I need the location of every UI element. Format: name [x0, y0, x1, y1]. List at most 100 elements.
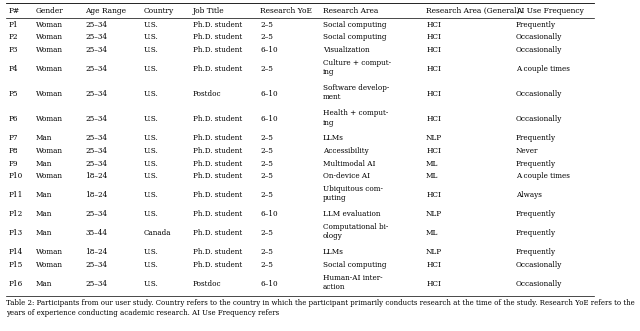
Text: Research YoE: Research YoE [260, 7, 312, 15]
Text: P5: P5 [9, 90, 19, 98]
Text: A couple times: A couple times [516, 172, 570, 180]
Text: 25–34: 25–34 [85, 46, 107, 54]
Text: LLMs: LLMs [323, 248, 344, 256]
Text: Social computing: Social computing [323, 33, 387, 41]
Text: 6–10: 6–10 [260, 279, 278, 288]
Text: Ph.D. student: Ph.D. student [193, 191, 242, 199]
Text: 35–44: 35–44 [85, 229, 107, 237]
Text: P4: P4 [9, 65, 19, 73]
Text: Woman: Woman [36, 90, 63, 98]
Text: U.S.: U.S. [143, 90, 158, 98]
Text: Computational bi-
ology: Computational bi- ology [323, 223, 388, 240]
Text: Ph.D. student: Ph.D. student [193, 172, 242, 180]
Text: 18–24: 18–24 [85, 248, 108, 256]
Text: HCI: HCI [426, 33, 441, 41]
Text: LLM evaluation: LLM evaluation [323, 210, 380, 218]
Text: 6–10: 6–10 [260, 46, 278, 54]
Text: NLP: NLP [426, 248, 442, 256]
Text: Frequently: Frequently [516, 229, 556, 237]
Text: P8: P8 [9, 147, 19, 155]
Text: Postdoc: Postdoc [193, 279, 221, 288]
Text: P13: P13 [9, 229, 23, 237]
Text: 2–5: 2–5 [260, 65, 273, 73]
Text: Occasionally: Occasionally [516, 279, 562, 288]
Text: 2–5: 2–5 [260, 21, 273, 29]
Text: 6–10: 6–10 [260, 116, 278, 123]
Text: 25–34: 25–34 [85, 134, 107, 142]
Text: 25–34: 25–34 [85, 147, 107, 155]
Text: Social computing: Social computing [323, 21, 387, 29]
Text: 25–34: 25–34 [85, 260, 107, 268]
Text: Ph.D. student: Ph.D. student [193, 229, 242, 237]
Text: Ph.D. student: Ph.D. student [193, 260, 242, 268]
Text: P11: P11 [9, 191, 23, 199]
Text: Woman: Woman [36, 21, 63, 29]
Text: U.S.: U.S. [143, 172, 158, 180]
Text: Man: Man [36, 134, 52, 142]
Text: 2–5: 2–5 [260, 33, 273, 41]
Text: P14: P14 [9, 248, 23, 256]
Text: Culture + comput-
ing: Culture + comput- ing [323, 59, 391, 76]
Text: Visualization: Visualization [323, 46, 369, 54]
Text: Research Area: Research Area [323, 7, 378, 15]
Text: HCI: HCI [426, 191, 441, 199]
Text: P6: P6 [9, 116, 19, 123]
Text: P10: P10 [9, 172, 23, 180]
Text: Man: Man [36, 210, 52, 218]
Text: P7: P7 [9, 134, 19, 142]
Text: Ph.D. student: Ph.D. student [193, 147, 242, 155]
Text: NLP: NLP [426, 134, 442, 142]
Text: Table 2: Participants from our user study. Country refers to the country in whic: Table 2: Participants from our user stud… [6, 300, 635, 317]
Text: Always: Always [516, 191, 541, 199]
Text: Woman: Woman [36, 172, 63, 180]
Text: Woman: Woman [36, 147, 63, 155]
Text: Canada: Canada [143, 229, 171, 237]
Text: 25–34: 25–34 [85, 65, 107, 73]
Text: Social computing: Social computing [323, 260, 387, 268]
Text: HCI: HCI [426, 116, 441, 123]
Text: HCI: HCI [426, 260, 441, 268]
Text: U.S.: U.S. [143, 210, 158, 218]
Text: Ph.D. student: Ph.D. student [193, 116, 242, 123]
Text: P15: P15 [9, 260, 23, 268]
Text: 25–34: 25–34 [85, 90, 107, 98]
Text: 2–5: 2–5 [260, 147, 273, 155]
Text: 25–34: 25–34 [85, 116, 107, 123]
Text: 2–5: 2–5 [260, 248, 273, 256]
Text: Ph.D. student: Ph.D. student [193, 65, 242, 73]
Text: U.S.: U.S. [143, 260, 158, 268]
Text: Ph.D. student: Ph.D. student [193, 21, 242, 29]
Text: Accessibility: Accessibility [323, 147, 369, 155]
Text: Frequently: Frequently [516, 160, 556, 167]
Text: HCI: HCI [426, 65, 441, 73]
Text: P9: P9 [9, 160, 19, 167]
Text: HCI: HCI [426, 90, 441, 98]
Text: A couple times: A couple times [516, 65, 570, 73]
Text: Man: Man [36, 160, 52, 167]
Text: 6–10: 6–10 [260, 210, 278, 218]
Text: AI Use Frequency: AI Use Frequency [516, 7, 584, 15]
Text: 6–10: 6–10 [260, 90, 278, 98]
Text: Country: Country [143, 7, 173, 15]
Text: HCI: HCI [426, 21, 441, 29]
Text: On-device AI: On-device AI [323, 172, 370, 180]
Text: U.S.: U.S. [143, 279, 158, 288]
Text: Postdoc: Postdoc [193, 90, 221, 98]
Text: P2: P2 [9, 33, 19, 41]
Text: Job Title: Job Title [193, 7, 225, 15]
Text: P16: P16 [9, 279, 23, 288]
Text: U.S.: U.S. [143, 147, 158, 155]
Text: Woman: Woman [36, 248, 63, 256]
Text: 2–5: 2–5 [260, 191, 273, 199]
Text: 2–5: 2–5 [260, 172, 273, 180]
Text: Occasionally: Occasionally [516, 33, 562, 41]
Text: 2–5: 2–5 [260, 134, 273, 142]
Text: Ph.D. student: Ph.D. student [193, 248, 242, 256]
Text: Man: Man [36, 279, 52, 288]
Text: Woman: Woman [36, 33, 63, 41]
Text: Woman: Woman [36, 46, 63, 54]
Text: U.S.: U.S. [143, 248, 158, 256]
Text: 25–34: 25–34 [85, 210, 107, 218]
Text: Ph.D. student: Ph.D. student [193, 134, 242, 142]
Text: HCI: HCI [426, 279, 441, 288]
